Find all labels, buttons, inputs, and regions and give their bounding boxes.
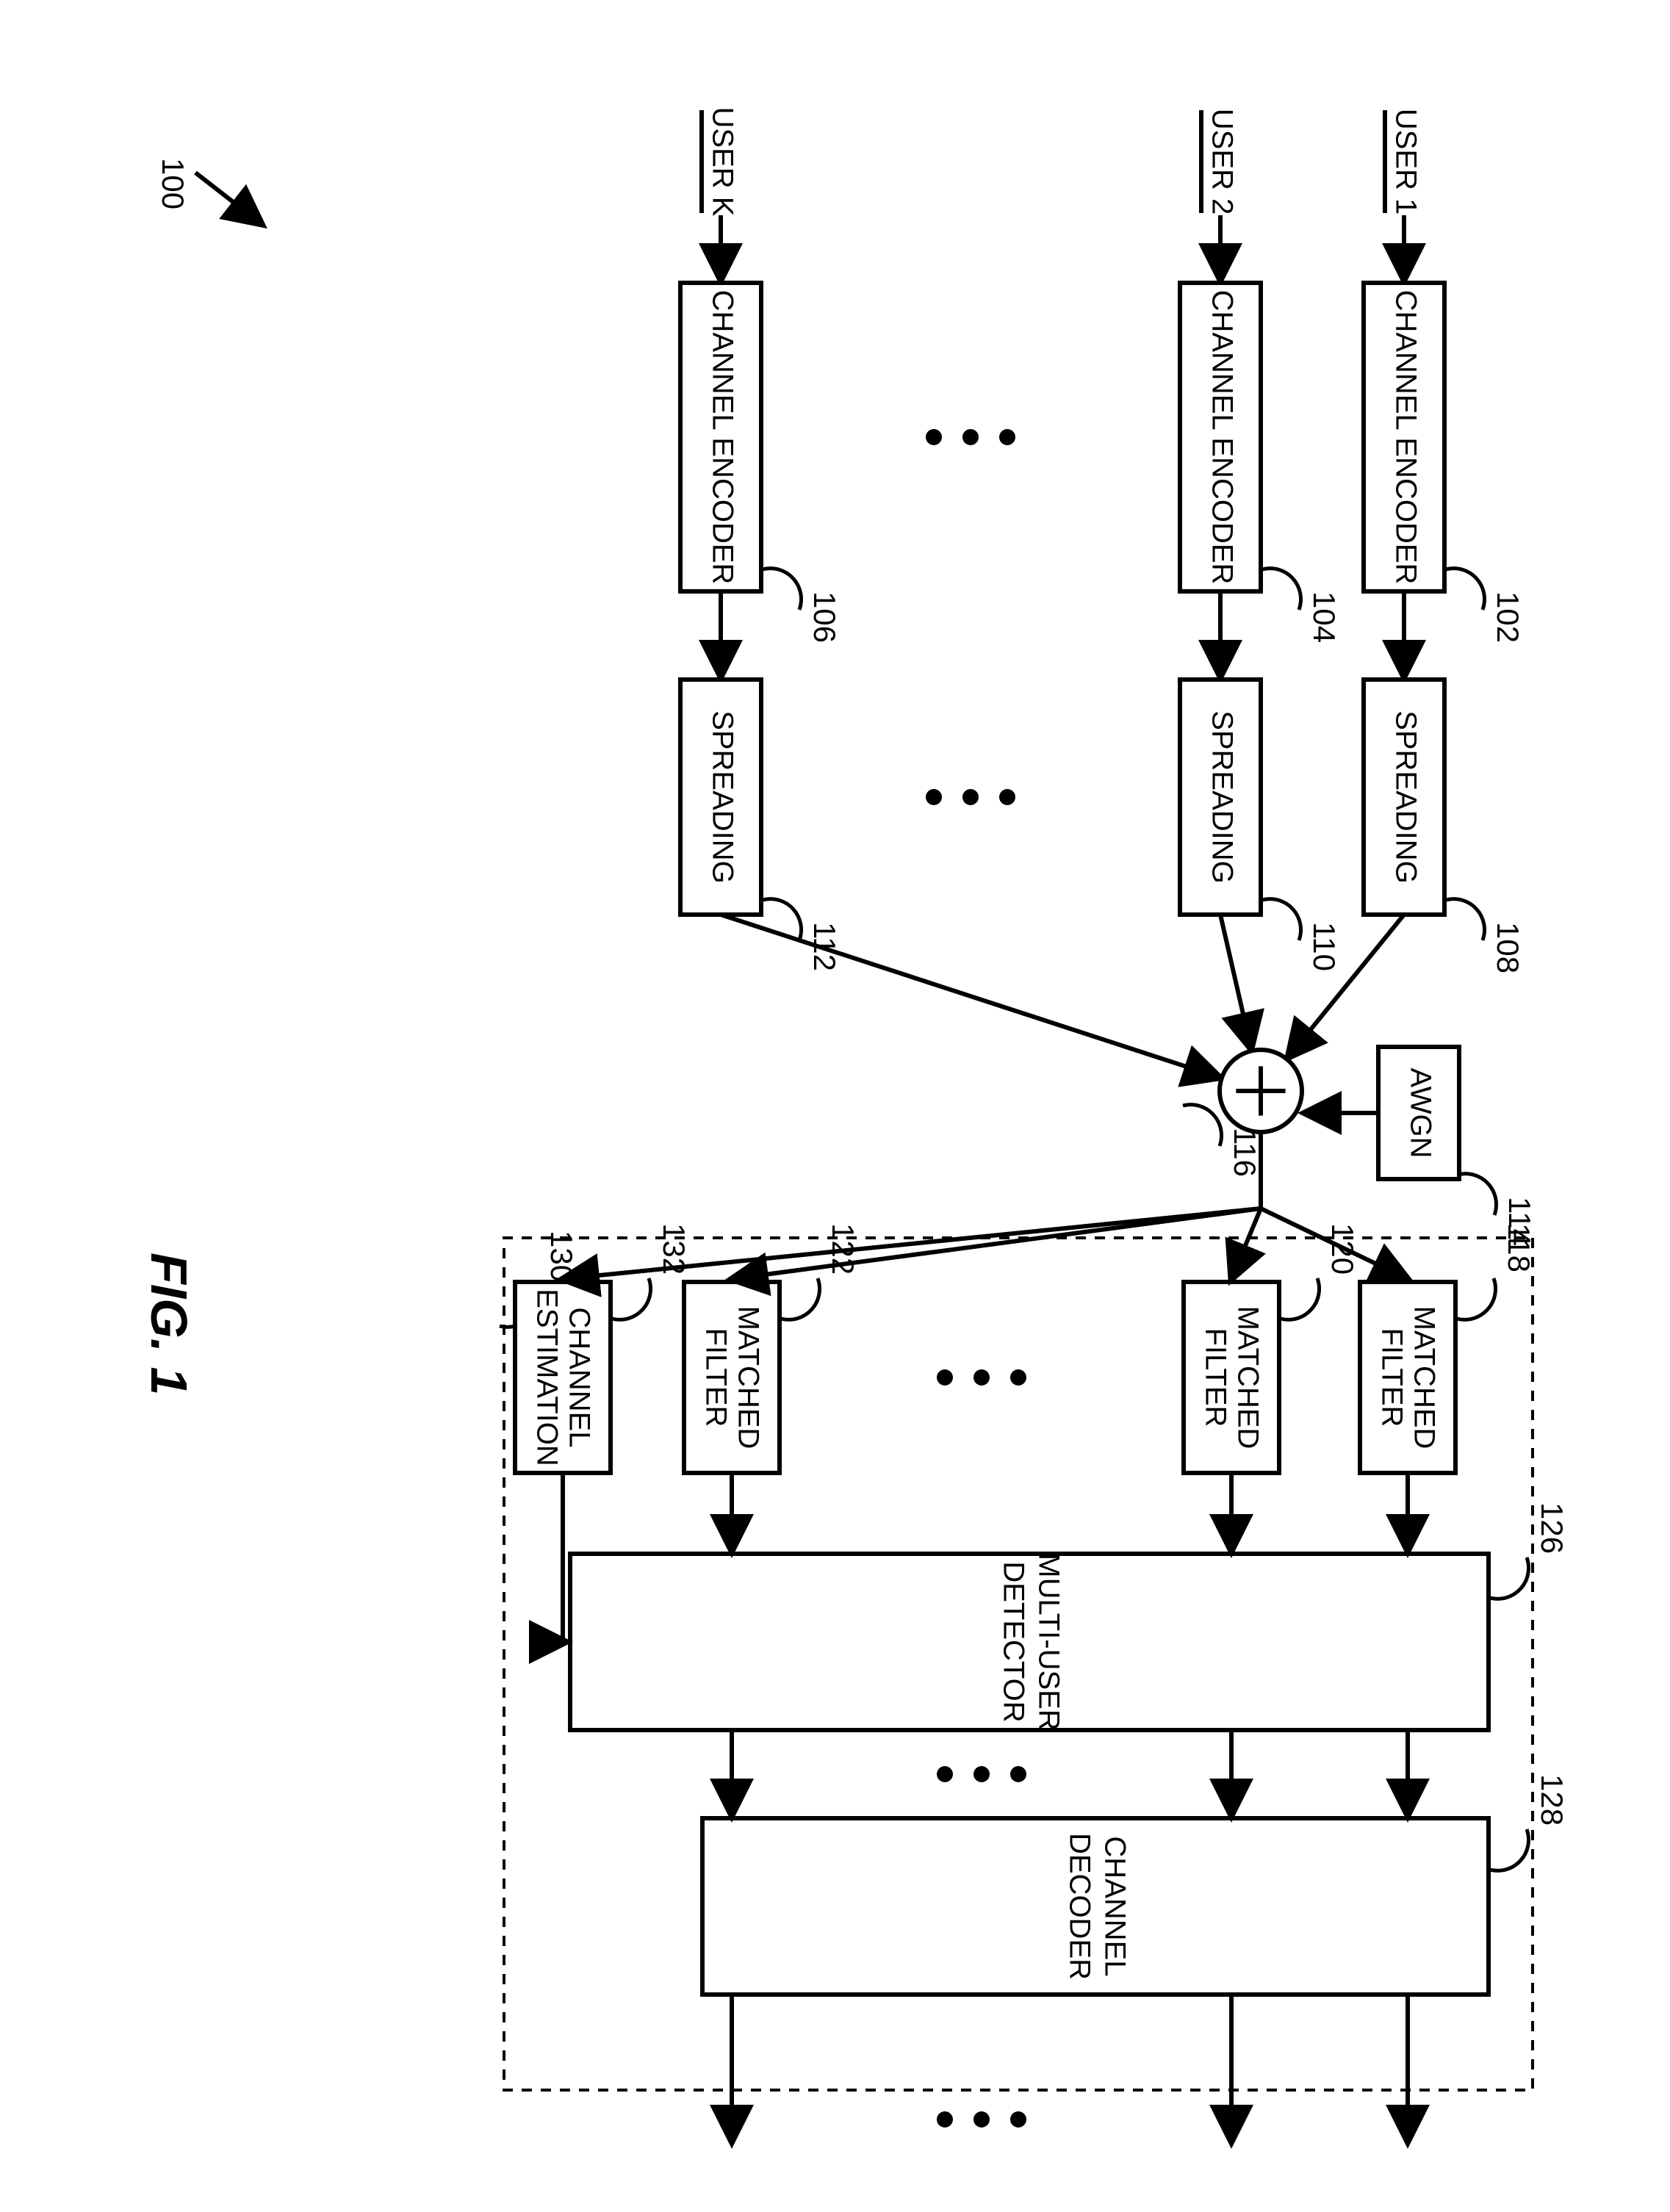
system-ref-arrow bbox=[195, 173, 262, 224]
spreader-ref-0: 108 bbox=[1491, 922, 1525, 973]
encoder-ref-2-leader bbox=[763, 569, 802, 610]
summer-ref-leader bbox=[1183, 1105, 1222, 1146]
encoder-ref-0-leader bbox=[1446, 569, 1485, 610]
decoder-ref-leader bbox=[1490, 1829, 1529, 1870]
awgn-label: AWGN bbox=[1404, 1068, 1436, 1159]
channel-encoder-label-1: CHANNEL ENCODER bbox=[1206, 290, 1238, 585]
mf-ref-1-leader bbox=[1281, 1278, 1320, 1319]
encoder-ref-0: 102 bbox=[1491, 591, 1525, 643]
tx-ellipsis-b bbox=[926, 789, 942, 805]
channel-encoder-label-2: CHANNEL ENCODER bbox=[706, 290, 738, 585]
spreader-ref-1-leader bbox=[1262, 899, 1301, 940]
mf-label-b-2: FILTER bbox=[699, 1328, 732, 1427]
mf-label-b-1: FILTER bbox=[1199, 1328, 1231, 1427]
mud-ref: 126 bbox=[1535, 1502, 1569, 1554]
mf-label-b-0: FILTER bbox=[1375, 1328, 1408, 1427]
ce-to-mud-a bbox=[563, 1473, 567, 1642]
encoder-ref-2: 106 bbox=[807, 591, 842, 643]
spreader-ref-1: 110 bbox=[1307, 922, 1342, 971]
receiver-ref: 130 bbox=[544, 1231, 579, 1282]
mud-label-b: DETECTOR bbox=[997, 1561, 1029, 1722]
decoder-label-b: DECODER bbox=[1063, 1833, 1095, 1980]
mf-ref-1: 120 bbox=[1325, 1223, 1360, 1275]
mf-label-a-2: MATCHED bbox=[732, 1306, 764, 1449]
diagram-stage: USER 1 CHANNEL ENCODER 102 SPREADING 108 USER… bbox=[63, 40, 1606, 2171]
mf-ref-2-leader bbox=[781, 1278, 820, 1319]
ce-label-b: ESTIMATION bbox=[530, 1289, 563, 1466]
dec-out-ellipsis bbox=[1010, 2111, 1026, 2128]
user-label-1: USER 2 bbox=[1206, 109, 1238, 215]
spreader-to-sum-0 bbox=[1288, 915, 1404, 1057]
tx-ellipsis-a bbox=[962, 429, 979, 445]
ce-label-a: CHANNEL bbox=[563, 1307, 595, 1447]
mud-dec-ellipsis bbox=[973, 1766, 990, 1782]
spreading-label-2: SPREADING bbox=[706, 710, 738, 884]
spreader-ref-0-leader bbox=[1446, 899, 1485, 940]
mf-ref-0-leader bbox=[1457, 1278, 1496, 1319]
encoder-ref-1-leader bbox=[1262, 569, 1301, 610]
spreader-to-sum-2 bbox=[721, 915, 1220, 1078]
user-label-2: USER K bbox=[706, 107, 738, 217]
figure-label: FIG. 1 bbox=[140, 1253, 198, 1395]
ce-ref-leader bbox=[612, 1278, 651, 1319]
tx-ellipsis-a bbox=[926, 429, 942, 445]
dec-out-ellipsis bbox=[937, 2111, 953, 2128]
tx-ellipsis-b bbox=[999, 789, 1015, 805]
mud-dec-ellipsis bbox=[937, 1766, 953, 1782]
mf-label-a-0: MATCHED bbox=[1408, 1306, 1440, 1449]
decoder-label-a: CHANNEL bbox=[1098, 1836, 1131, 1976]
tx-ellipsis-b bbox=[962, 789, 979, 805]
decoder-ref: 128 bbox=[1535, 1774, 1569, 1826]
mf-ref-0: 118 bbox=[1502, 1223, 1536, 1272]
mud-ref-leader bbox=[1490, 1557, 1529, 1599]
mud-dec-ellipsis bbox=[1010, 1766, 1026, 1782]
summer-ref: 116 bbox=[1228, 1128, 1262, 1177]
spreading-label-0: SPREADING bbox=[1389, 710, 1422, 884]
spreading-label-1: SPREADING bbox=[1206, 710, 1238, 884]
fan-to-mf-1 bbox=[1231, 1208, 1261, 1279]
mf-ellipsis bbox=[1010, 1369, 1026, 1386]
user-label-0: USER 1 bbox=[1389, 109, 1422, 215]
awgn-ref-leader bbox=[1458, 1174, 1497, 1215]
mf-ellipsis bbox=[937, 1369, 953, 1386]
tx-ellipsis-a bbox=[999, 429, 1015, 445]
system-ref: 100 bbox=[156, 158, 190, 209]
fan-to-mf-2 bbox=[732, 1208, 1261, 1279]
block-diagram: USER 1 CHANNEL ENCODER 102 SPREADING 108 USER… bbox=[63, 40, 1606, 2171]
mud-label-a: MULTI-USER bbox=[1032, 1553, 1065, 1730]
mf-ellipsis bbox=[973, 1369, 990, 1386]
dec-out-ellipsis bbox=[973, 2111, 990, 2128]
encoder-ref-1: 104 bbox=[1307, 591, 1342, 643]
mf-label-a-1: MATCHED bbox=[1231, 1306, 1264, 1449]
spreader-to-sum-1 bbox=[1220, 915, 1251, 1049]
channel-encoder-label-0: CHANNEL ENCODER bbox=[1389, 290, 1422, 585]
